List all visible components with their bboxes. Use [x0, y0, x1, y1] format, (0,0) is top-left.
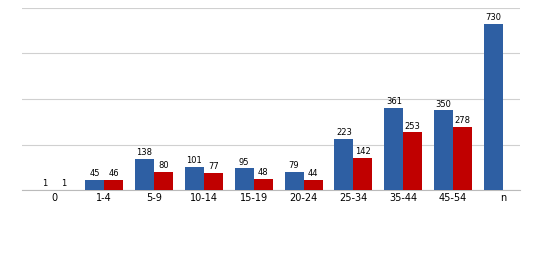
Bar	[185, 167, 204, 190]
Bar	[335, 139, 353, 190]
Bar	[403, 133, 422, 190]
Bar	[353, 158, 372, 190]
Text: 350: 350	[436, 100, 452, 109]
Text: 101: 101	[186, 156, 202, 165]
Text: 1: 1	[61, 179, 66, 188]
Bar	[235, 168, 253, 190]
Text: 77: 77	[208, 162, 219, 171]
Text: 730: 730	[486, 13, 501, 22]
Text: 79: 79	[289, 161, 299, 170]
Text: 253: 253	[405, 122, 421, 131]
Bar	[484, 24, 503, 190]
Bar	[135, 159, 154, 190]
Text: 1: 1	[42, 179, 47, 188]
Bar	[154, 172, 173, 190]
Bar	[85, 180, 104, 190]
Bar	[204, 173, 223, 190]
Text: 48: 48	[258, 168, 269, 177]
Text: 95: 95	[239, 158, 250, 167]
Text: 44: 44	[308, 169, 318, 178]
Bar	[384, 108, 403, 190]
Text: 80: 80	[158, 161, 169, 170]
Text: 223: 223	[336, 129, 352, 138]
Text: 142: 142	[355, 147, 371, 156]
Bar	[104, 180, 123, 190]
Text: 46: 46	[108, 169, 119, 178]
Text: 138: 138	[136, 148, 153, 157]
Bar	[304, 180, 323, 190]
Bar	[284, 172, 304, 190]
Bar	[434, 110, 453, 190]
Bar	[253, 179, 272, 190]
Text: 278: 278	[455, 116, 471, 125]
Bar	[453, 127, 472, 190]
Text: 45: 45	[89, 169, 100, 178]
Text: 361: 361	[386, 97, 402, 106]
